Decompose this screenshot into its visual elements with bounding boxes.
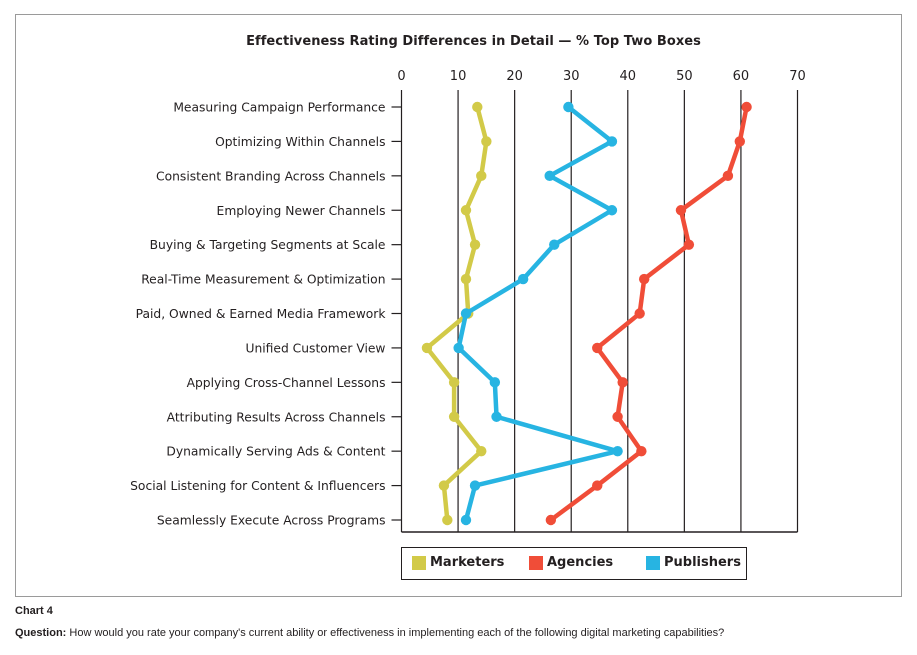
data-point-marketers xyxy=(421,342,433,354)
category-label: Seamlessly Execute Across Programs xyxy=(157,514,386,528)
legend-item-agencies: Agencies xyxy=(529,555,613,570)
x-tick-label: 40 xyxy=(620,69,637,84)
x-tick-label: 50 xyxy=(676,69,693,84)
data-point-marketers xyxy=(476,170,487,182)
data-point-publishers xyxy=(489,377,501,388)
legend-label-publishers: Publishers xyxy=(664,555,741,570)
legend-swatch-marketers xyxy=(412,555,426,570)
data-point-marketers xyxy=(448,411,460,422)
data-point-publishers xyxy=(491,411,502,422)
chart-frame xyxy=(15,14,902,597)
data-point-marketers xyxy=(460,273,472,285)
data-point-agencies xyxy=(612,411,623,422)
data-point-marketers xyxy=(442,514,453,526)
data-point-marketers xyxy=(448,377,460,388)
category-labels: Measuring Campaign Performance Optimizing… xyxy=(130,101,402,528)
category-label: Dynamically Serving Ads & Content xyxy=(166,445,385,459)
data-point-publishers xyxy=(612,445,623,457)
legend-label-marketers: Marketers xyxy=(430,555,505,570)
x-tick-label: 60 xyxy=(733,69,750,84)
data-point-publishers xyxy=(460,308,472,319)
data-point-agencies xyxy=(675,205,687,216)
category-label: Attributing Results Across Channels xyxy=(167,410,386,424)
category-label: Employing Newer Channels xyxy=(217,204,386,218)
data-point-marketers xyxy=(472,101,483,113)
data-point-publishers xyxy=(544,170,555,182)
data-point-publishers xyxy=(606,205,618,216)
category-label: Consistent Branding Across Channels xyxy=(156,169,385,183)
data-point-marketers xyxy=(438,480,450,491)
data-point-agencies xyxy=(734,136,745,147)
data-point-agencies xyxy=(636,445,647,457)
x-tick-label: 20 xyxy=(506,69,523,84)
data-point-marketers xyxy=(460,205,472,216)
series-lines xyxy=(421,101,752,526)
x-tick-label: 70 xyxy=(789,69,806,84)
chart-number: Chart 4 xyxy=(15,605,53,617)
data-point-publishers xyxy=(563,101,574,113)
data-point-publishers xyxy=(469,480,481,491)
series-line-marketers xyxy=(424,104,489,523)
legend-label-agencies: Agencies xyxy=(547,555,614,570)
question-label: Question: xyxy=(15,627,67,639)
legend-swatch-publishers xyxy=(646,555,660,570)
data-point-publishers xyxy=(606,136,618,147)
legend-item-marketers: Marketers xyxy=(412,555,504,570)
data-point-publishers xyxy=(453,342,464,354)
legend-item-publishers: Publishers xyxy=(646,555,741,570)
data-point-agencies xyxy=(592,480,603,491)
data-point-publishers xyxy=(549,239,560,250)
x-tick-label: 0 xyxy=(397,69,405,84)
data-point-agencies xyxy=(638,273,650,285)
data-point-marketers xyxy=(469,239,481,250)
data-point-publishers xyxy=(460,514,472,526)
legend-swatch-agencies xyxy=(529,555,543,570)
data-point-marketers xyxy=(476,445,487,457)
question-text: How would you rate your company's curren… xyxy=(66,627,725,639)
data-point-agencies xyxy=(592,342,603,354)
data-point-publishers xyxy=(517,273,529,285)
gridlines xyxy=(400,90,799,533)
data-point-marketers xyxy=(481,136,492,147)
data-point-agencies xyxy=(741,101,752,113)
data-point-agencies xyxy=(722,170,734,182)
data-point-agencies xyxy=(634,308,645,319)
x-tick-label: 30 xyxy=(563,69,580,84)
data-point-agencies xyxy=(545,514,557,526)
category-label: Buying & Targeting Segments at Scale xyxy=(150,238,386,252)
category-label: Optimizing Within Channels xyxy=(215,135,385,149)
category-label: Paid, Owned & Earned Media Framework xyxy=(136,307,387,321)
data-point-agencies xyxy=(617,377,628,388)
category-label: Unified Customer View xyxy=(245,341,385,355)
x-tick-label: 10 xyxy=(450,69,467,84)
data-point-agencies xyxy=(683,239,695,250)
legend: Marketers Agencies Publishers xyxy=(401,547,747,580)
category-label: Social Listening for Content & Influence… xyxy=(130,479,385,493)
x-tick-labels: 0 10 20 30 40 50 60 70 xyxy=(397,69,805,84)
question-caption: Question: How would you rate your compan… xyxy=(15,626,755,641)
category-label: Measuring Campaign Performance xyxy=(173,101,385,115)
chart-title: Effectiveness Rating Differences in Deta… xyxy=(246,34,701,49)
category-label: Applying Cross-Channel Lessons xyxy=(187,376,386,390)
category-label: Real-Time Measurement & Optimization xyxy=(141,273,385,287)
